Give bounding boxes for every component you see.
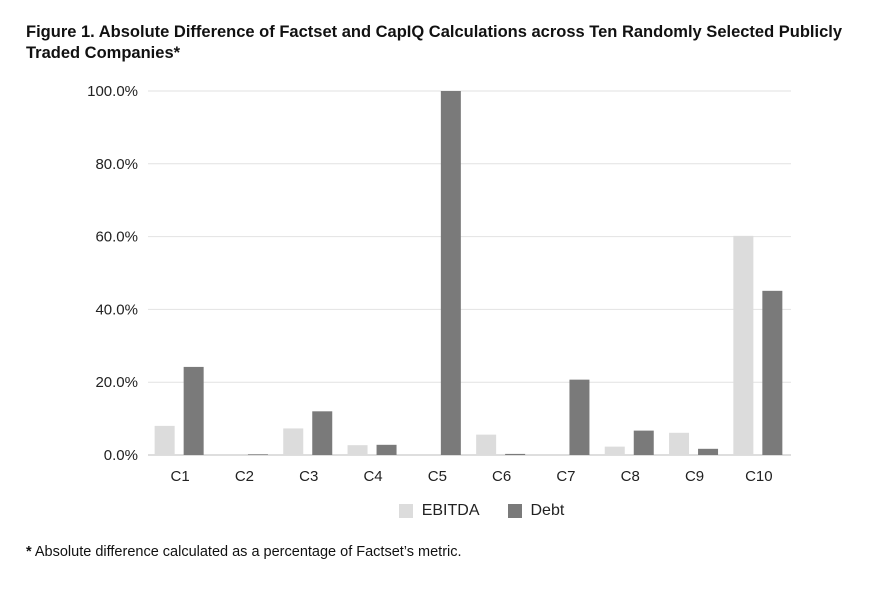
- bar-debt-c3: [312, 411, 333, 455]
- legend-swatch-ebitda: [398, 504, 413, 518]
- footnote: * Absolute difference calculated as a pe…: [26, 544, 462, 560]
- bar-ebitda-c4: [347, 445, 368, 455]
- x-tick-label: C8: [621, 468, 640, 485]
- legend-label-ebitda: EBITDA: [421, 502, 480, 519]
- y-axis-tick-labels: 0.0% 20.0% 40.0% 60.0% 80.0% 100.0%: [87, 83, 138, 464]
- bar-ebitda-c9: [669, 432, 690, 455]
- bar-debt-c8: [633, 430, 654, 455]
- y-tick-label: 100.0%: [87, 83, 138, 100]
- x-tick-label: C5: [428, 468, 447, 485]
- bar-debt-c4: [376, 444, 397, 455]
- bar-ebitda-c1: [154, 425, 175, 455]
- x-tick-label: C4: [363, 468, 382, 485]
- bar-chart: 0.0%20.0%40.0%60.0%80.0%100.0% C1 C2 C3 C4 C…: [87, 83, 791, 485]
- x-tick-label: C1: [171, 468, 190, 485]
- bar-debt-c9: [698, 448, 719, 455]
- bar-ebitda-c8: [604, 446, 625, 455]
- chart-legend: EBITDA Debt: [0, 502, 893, 520]
- legend-swatch-debt: [507, 504, 522, 518]
- bar-debt-c10: [762, 290, 783, 455]
- bar-debt-c2: [247, 454, 268, 455]
- legend-item-debt: Debt: [507, 502, 565, 520]
- legend-label-debt: Debt: [530, 502, 565, 519]
- bar-ebitda-c3: [283, 428, 304, 455]
- chart-title: Figure 1. Absolute Difference of Factset…: [26, 23, 843, 62]
- y-tick-label: 40.0%: [95, 301, 138, 318]
- bar-debt-c5: [440, 91, 461, 455]
- x-tick-label: C6: [492, 468, 511, 485]
- y-tick-label: 60.0%: [95, 229, 138, 246]
- bars: [154, 91, 783, 455]
- y-tick-label: 0.0%: [104, 447, 138, 464]
- footnote-mark: *: [26, 544, 32, 560]
- bar-debt-c1: [183, 366, 204, 455]
- y-tick-label: 80.0%: [95, 156, 138, 173]
- bar-debt-c6: [505, 453, 526, 455]
- x-axis-tick-labels: C1 C2 C3 C4 C5 C6 C7 C8 C9 C10: [171, 468, 773, 485]
- gridlines: [148, 90, 791, 456]
- y-tick-label: 20.0%: [95, 374, 138, 391]
- bar-ebitda-c10: [733, 235, 754, 455]
- x-tick-label: C9: [685, 468, 704, 485]
- bar-ebitda-c6: [476, 434, 497, 455]
- footnote-text: Absolute difference calculated as a perc…: [31, 544, 462, 560]
- bar-debt-c7: [569, 379, 590, 455]
- x-tick-label: C10: [745, 468, 773, 485]
- x-tick-label: C7: [556, 468, 575, 485]
- x-tick-label: C2: [235, 468, 254, 485]
- x-tick-label: C3: [299, 468, 318, 485]
- legend-item-ebitda: EBITDA: [329, 502, 480, 520]
